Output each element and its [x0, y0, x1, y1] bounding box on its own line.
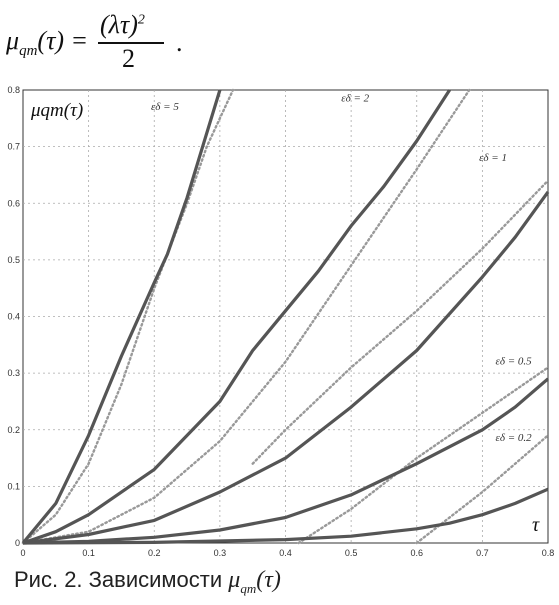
- series-line: [21, 89, 222, 545]
- y-axis-label: μqm(τ): [30, 100, 83, 121]
- formula-lhs: μqm(τ) =: [6, 26, 89, 60]
- x-tick-label: 0.7: [476, 548, 489, 558]
- x-tick-label: 0.2: [148, 548, 161, 558]
- dotted-curve: [297, 366, 550, 545]
- series-line: [22, 89, 451, 545]
- x-tick-label: 0.4: [279, 548, 292, 558]
- series-line: [22, 377, 550, 545]
- x-axis-label: τ: [532, 514, 540, 536]
- chart: 0 0.1 0.2 0.3 0.4 0.5 0.6 0.7 0.8 0 0.1 0.2 0.3 0.4 0.…: [7, 85, 555, 558]
- dotted-curve: [251, 179, 550, 465]
- fraction-bar: [98, 42, 164, 44]
- series-label: εδ = 1: [479, 152, 507, 164]
- series-label: εδ = 5: [151, 101, 179, 113]
- series-line: [22, 487, 549, 545]
- x-tick-label: 0.8: [542, 548, 555, 558]
- series-line: [22, 190, 550, 545]
- x-tick-label: 0.1: [82, 548, 95, 558]
- y-tick-label: 0.1: [7, 481, 20, 491]
- y-tick-label: 0.5: [7, 255, 20, 265]
- series-label: εδ = 0.5: [496, 356, 533, 368]
- x-tick-label: 0.3: [214, 548, 227, 558]
- x-tick-label: 0: [20, 548, 25, 558]
- formula: μqm(τ) = (λτ)2 2 .: [4, 6, 264, 73]
- series-label: εδ = 2: [341, 92, 369, 104]
- formula-denominator: 2: [122, 44, 135, 73]
- x-tick-label: 0.5: [345, 548, 358, 558]
- caption-func: μqm(τ): [228, 567, 281, 596]
- y-tick-label: 0.6: [7, 198, 20, 208]
- y-tick-label: 0.2: [7, 425, 20, 435]
- formula-numerator: (λτ)2: [100, 10, 145, 39]
- series-label: εδ = 0.2: [496, 432, 533, 444]
- formula-end: .: [176, 28, 183, 57]
- y-tick-label: 0.3: [7, 368, 20, 378]
- y-tick-label: 0.7: [7, 142, 20, 152]
- y-tick-label: 0.8: [7, 85, 20, 95]
- y-tick-label: 0: [15, 538, 20, 548]
- y-tick-label: 0.4: [7, 312, 20, 322]
- figure-caption: Рис. 2. Зависимости μqm(τ): [14, 567, 281, 597]
- dotted-curve: [21, 88, 471, 545]
- x-tick-label: 0.6: [410, 548, 423, 558]
- caption-prefix: Рис. 2. Зависимости: [14, 567, 223, 592]
- dotted-curve: [21, 88, 235, 545]
